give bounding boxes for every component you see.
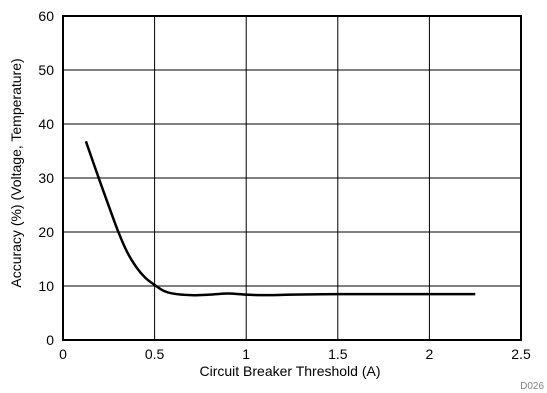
y-tick-labels: 0 10 20 30 40 50 60 bbox=[38, 8, 54, 348]
x-axis-label: Circuit Breaker Threshold (A) bbox=[199, 363, 380, 379]
y-tick-label: 50 bbox=[38, 62, 54, 78]
x-tick-label: 0 bbox=[59, 346, 67, 362]
grid-lines bbox=[63, 16, 521, 340]
x-tick-label: 1 bbox=[242, 346, 250, 362]
y-tick-label: 60 bbox=[38, 8, 54, 24]
y-tick-label: 20 bbox=[38, 224, 54, 240]
y-axis-label: Accuracy (%) (Voltage, Temperature) bbox=[8, 58, 24, 287]
y-tick-label: 0 bbox=[46, 332, 54, 348]
y-tick-label: 10 bbox=[38, 278, 54, 294]
series-layer bbox=[84, 140, 476, 297]
x-tick-labels: 0 0.5 1 1.5 2 2.5 bbox=[59, 346, 531, 362]
x-tick-label: 2 bbox=[426, 346, 434, 362]
x-tick-label: 2.5 bbox=[511, 346, 531, 362]
y-tick-label: 40 bbox=[38, 116, 54, 132]
y-tick-label: 30 bbox=[38, 170, 54, 186]
x-tick-label: 1.5 bbox=[328, 346, 348, 362]
plot-frame bbox=[62, 15, 522, 341]
x-tick-label: 0.5 bbox=[145, 346, 165, 362]
figure-code: D026 bbox=[520, 381, 544, 392]
series-line-0 bbox=[84, 140, 476, 297]
